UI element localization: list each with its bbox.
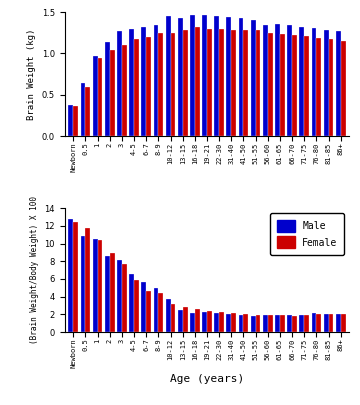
Bar xyxy=(280,315,285,332)
Bar xyxy=(171,304,175,332)
Bar xyxy=(85,87,90,136)
Bar xyxy=(166,16,171,136)
Bar xyxy=(158,293,163,332)
Bar xyxy=(287,25,292,136)
Bar xyxy=(287,315,292,332)
Bar xyxy=(129,29,134,136)
Bar xyxy=(275,24,280,136)
Bar xyxy=(171,33,175,136)
Bar xyxy=(122,264,127,332)
Bar xyxy=(195,309,200,332)
Bar xyxy=(110,253,114,332)
Bar xyxy=(129,274,134,332)
Bar xyxy=(122,45,127,136)
Bar xyxy=(117,260,122,332)
X-axis label: Age (years): Age (years) xyxy=(170,374,244,384)
Bar xyxy=(300,27,304,136)
Bar xyxy=(195,27,200,136)
Bar xyxy=(251,316,256,332)
Bar xyxy=(341,314,346,332)
Bar xyxy=(341,41,346,136)
Bar xyxy=(316,38,321,136)
Bar xyxy=(214,16,219,136)
Bar xyxy=(141,27,146,136)
Bar xyxy=(263,25,268,136)
Bar xyxy=(268,33,273,136)
Bar xyxy=(324,30,329,136)
Bar xyxy=(202,312,207,332)
Bar xyxy=(324,314,329,332)
Bar xyxy=(85,228,90,332)
Bar xyxy=(280,34,285,136)
Bar xyxy=(268,315,273,332)
Bar xyxy=(105,256,110,332)
Bar xyxy=(311,313,316,332)
Bar xyxy=(183,30,188,136)
Bar xyxy=(311,28,316,136)
Bar xyxy=(134,280,139,332)
Bar xyxy=(304,315,309,332)
Bar xyxy=(256,315,261,332)
Bar xyxy=(202,15,207,136)
Bar xyxy=(226,314,231,332)
Bar xyxy=(141,281,146,332)
Bar xyxy=(153,288,158,332)
Bar xyxy=(146,291,151,332)
Bar xyxy=(183,307,188,332)
Bar xyxy=(153,25,158,136)
Bar xyxy=(146,37,151,136)
Bar xyxy=(98,58,103,136)
Bar xyxy=(68,219,73,332)
Bar xyxy=(178,18,183,136)
Bar xyxy=(304,36,309,136)
Bar xyxy=(105,42,110,136)
Bar xyxy=(219,29,224,136)
Bar xyxy=(81,237,85,332)
Bar xyxy=(256,30,261,136)
Bar xyxy=(81,83,85,136)
Bar xyxy=(190,313,195,332)
Bar xyxy=(93,239,98,332)
Bar xyxy=(231,30,236,136)
Bar xyxy=(300,315,304,332)
Bar xyxy=(110,50,114,136)
Bar xyxy=(190,15,195,136)
Bar xyxy=(239,18,243,136)
Bar xyxy=(134,39,139,136)
Bar xyxy=(292,35,297,136)
Bar xyxy=(336,31,341,136)
Bar xyxy=(251,19,256,136)
Bar xyxy=(263,315,268,332)
Bar xyxy=(336,314,341,332)
Bar xyxy=(219,312,224,332)
Bar xyxy=(166,299,171,332)
Bar xyxy=(316,314,321,332)
Bar xyxy=(178,310,183,332)
Bar xyxy=(231,313,236,332)
Y-axis label: Brain Weight (kg): Brain Weight (kg) xyxy=(27,28,36,120)
Bar xyxy=(207,29,212,136)
Bar xyxy=(73,107,78,136)
Bar xyxy=(214,313,219,332)
Bar xyxy=(93,56,98,136)
Bar xyxy=(117,31,122,136)
Bar xyxy=(73,222,78,332)
Bar xyxy=(226,17,231,136)
Legend: Male, Female: Male, Female xyxy=(270,213,344,255)
Bar xyxy=(275,315,280,332)
Bar xyxy=(329,314,333,332)
Bar xyxy=(239,315,243,332)
Bar xyxy=(292,316,297,332)
Bar xyxy=(329,39,333,136)
Bar xyxy=(98,240,103,332)
Bar xyxy=(158,33,163,136)
Bar xyxy=(207,311,212,332)
Bar xyxy=(68,105,73,136)
Bar xyxy=(243,30,248,136)
Bar xyxy=(243,314,248,332)
Y-axis label: (Brain Weight/Body Weight) X 100: (Brain Weight/Body Weight) X 100 xyxy=(30,196,39,344)
